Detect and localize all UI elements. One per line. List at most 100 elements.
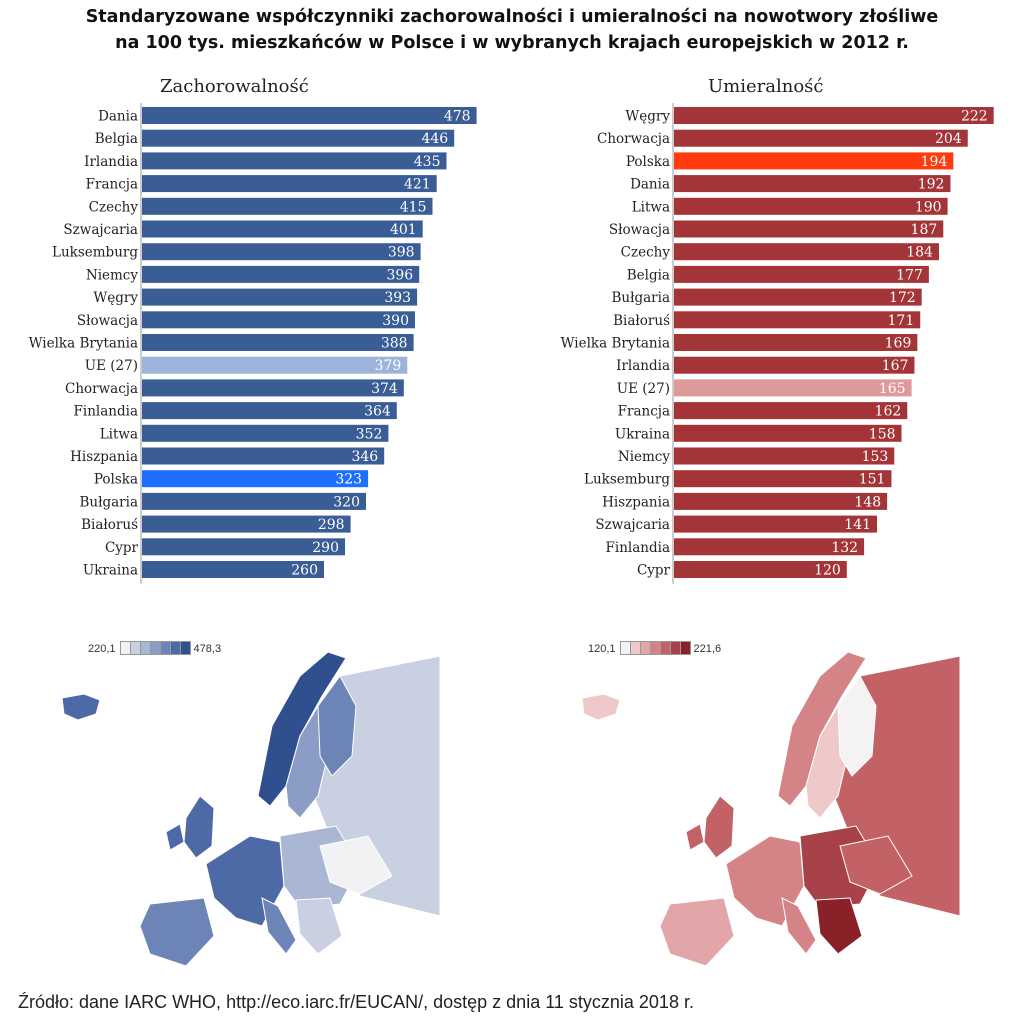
mortality-map-legend: 120,1 221,6 xyxy=(584,640,725,658)
category-label: Białoruś xyxy=(81,517,138,533)
title-line-2: na 100 tys. mieszkańców w Polsce i w wyb… xyxy=(115,33,909,53)
category-label: Chorwacja xyxy=(597,131,670,147)
data-label: 151 xyxy=(859,472,886,488)
data-label: 167 xyxy=(882,358,909,374)
map-finland xyxy=(837,675,877,777)
data-label: 184 xyxy=(906,245,933,261)
bar xyxy=(142,379,404,397)
data-label: 194 xyxy=(921,154,948,170)
category-label: Irlandia xyxy=(616,358,670,374)
category-label: Dania xyxy=(630,177,670,193)
map-iberia xyxy=(659,897,735,967)
category-label: Ukraina xyxy=(615,426,670,442)
bar xyxy=(142,311,415,329)
mortality-legend-min: 120,1 xyxy=(588,643,616,655)
mortality-legend-swatches xyxy=(619,640,691,658)
map-balkans xyxy=(815,897,863,955)
data-label: 478 xyxy=(444,109,471,125)
data-label: 388 xyxy=(381,336,408,352)
data-label: 421 xyxy=(404,177,431,193)
bar xyxy=(674,470,892,488)
data-label: 171 xyxy=(888,313,915,329)
category-label: Luksemburg xyxy=(52,245,138,261)
category-label: Polska xyxy=(94,472,138,488)
data-label: 132 xyxy=(831,540,858,556)
mortality-bar-chart: Węgry 222 Chorwacja 204 Polska 194 Dania 192 Lit… xyxy=(561,103,994,584)
source-note: Źródło: dane IARC WHO, http://eco.iarc.f… xyxy=(18,992,694,1012)
data-label: 169 xyxy=(885,336,912,352)
incidence-map-legend: 220,1 478,3 xyxy=(84,640,225,658)
category-label: Finlandia xyxy=(74,404,138,420)
bar xyxy=(142,243,421,261)
bar xyxy=(674,129,968,147)
bar xyxy=(674,492,888,510)
bar xyxy=(674,197,948,215)
category-label: Szwajcaria xyxy=(595,517,670,533)
bar xyxy=(674,424,902,442)
data-label: 187 xyxy=(911,222,938,238)
bar xyxy=(674,220,944,238)
bar xyxy=(142,492,366,510)
bar xyxy=(142,447,385,465)
data-label: 364 xyxy=(364,404,391,420)
legend-swatch xyxy=(679,640,691,655)
bar xyxy=(674,334,918,351)
bar xyxy=(674,152,954,170)
category-label: Luksemburg xyxy=(584,472,670,488)
bar xyxy=(142,470,369,488)
data-label: 352 xyxy=(356,426,383,442)
incidence-legend-swatches xyxy=(119,640,191,658)
incidence-legend-max: 478,3 xyxy=(193,643,222,655)
bar xyxy=(674,402,908,420)
bar xyxy=(142,402,397,420)
category-label: Cypr xyxy=(637,563,671,579)
category-label: Chorwacja xyxy=(65,381,138,397)
data-label: 415 xyxy=(400,199,427,215)
bar xyxy=(674,447,895,465)
europe-maps xyxy=(61,651,961,967)
bar xyxy=(674,265,929,283)
map-ireland xyxy=(685,823,705,851)
bar xyxy=(142,538,345,556)
category-label: Białoruś xyxy=(613,313,670,329)
data-label: 165 xyxy=(879,381,906,397)
data-label: 190 xyxy=(915,199,942,215)
data-label: 260 xyxy=(291,563,318,579)
incidence-chart-heading: Zachorowalność xyxy=(160,76,309,97)
category-label: Cypr xyxy=(105,540,139,556)
bar xyxy=(142,220,423,238)
data-label: 162 xyxy=(875,404,902,420)
category-label: Litwa xyxy=(100,426,138,442)
incidence-legend-min: 220,1 xyxy=(88,643,116,655)
mortality-legend-max: 221,6 xyxy=(693,643,722,655)
mortality-europe-map xyxy=(581,651,961,967)
map-ireland xyxy=(165,823,185,851)
category-label: Czechy xyxy=(89,199,139,215)
data-label: 374 xyxy=(371,381,398,397)
map-norway xyxy=(777,651,867,807)
bar xyxy=(142,175,437,193)
category-label: Wielka Brytania xyxy=(29,336,138,352)
bar xyxy=(674,107,994,124)
category-label: Bułgaria xyxy=(611,290,670,306)
data-label: 393 xyxy=(384,290,411,306)
bar xyxy=(674,561,847,578)
data-label: 172 xyxy=(889,290,916,306)
bar xyxy=(142,288,418,306)
data-label: 401 xyxy=(390,222,417,238)
category-label: Niemcy xyxy=(86,267,138,283)
category-label: Bułgaria xyxy=(79,494,138,510)
category-label: Szwajcaria xyxy=(63,222,138,238)
data-label: 320 xyxy=(333,494,360,510)
incidence-bar-chart: Dania 478 Belgia 446 Irlandia 435 Francja 421 Cz… xyxy=(29,103,477,584)
data-label: 204 xyxy=(935,131,962,147)
bar xyxy=(674,243,939,261)
category-label: Hiszpania xyxy=(602,494,670,510)
data-label: 390 xyxy=(382,313,409,329)
data-label: 192 xyxy=(918,177,945,193)
category-label: Węgry xyxy=(93,290,138,306)
category-label: Słowacja xyxy=(609,222,670,238)
category-label: Francja xyxy=(86,177,138,193)
data-label: 435 xyxy=(414,154,441,170)
bar xyxy=(142,265,420,283)
